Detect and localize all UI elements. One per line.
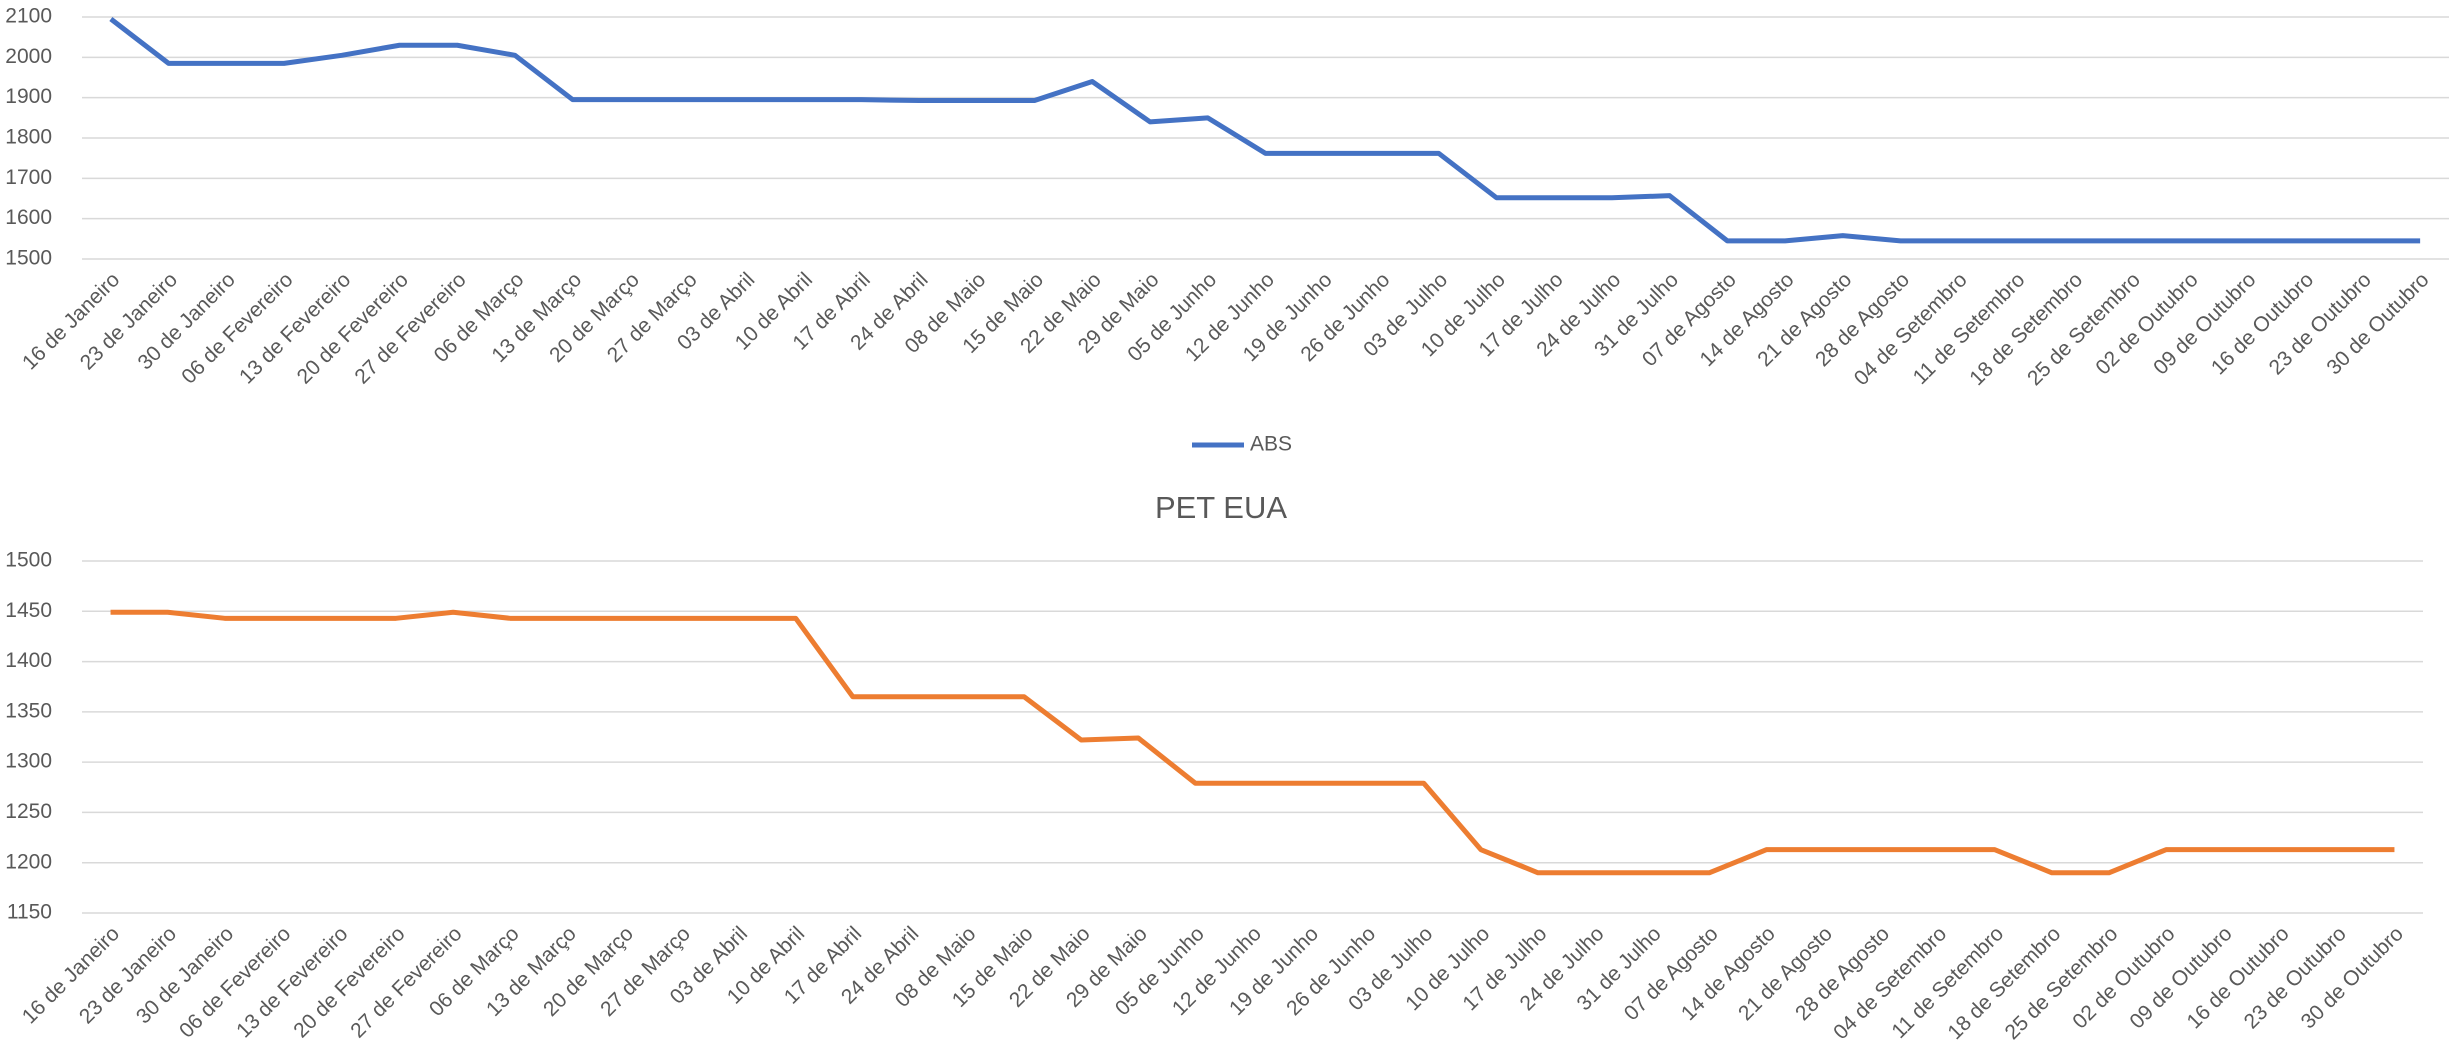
y-tick-label: 1900 [5,85,52,108]
y-tick-label: 2100 [5,5,52,28]
legend-label: ABS [1250,433,1292,456]
y-tick-label: 1400 [5,649,52,672]
y-tick-label: 1450 [5,599,52,622]
x-tick-label: 16 de Janeiro [18,922,124,1028]
y-tick-label: 2000 [5,45,52,68]
y-tick-label: 1500 [5,247,52,270]
x-tick-label: 16 de Outubro [2207,268,2318,379]
y-tick-label: 1150 [7,901,52,924]
chart-title: PET EUA [1155,490,1287,525]
x-tick-label: 16 de Outubro [2183,922,2294,1033]
y-tick-label: 1350 [5,699,52,722]
y-tick-label: 1250 [5,800,52,823]
x-tick-label: 09 de Outubro [2125,922,2236,1033]
x-tick-label: 02 de Outubro [2091,268,2202,379]
x-tick-label: 30 de Outubro [2322,268,2433,379]
x-tick-label: 30 de Outubro [2297,922,2408,1033]
y-tick-label: 1700 [5,166,52,189]
x-tick-label: 23 de Outubro [2265,268,2376,379]
data-line [109,17,2421,244]
y-tick-label: 1200 [5,850,52,873]
x-tick-label: 23 de Outubro [2240,922,2351,1033]
x-tick-label: 02 de Outubro [2068,922,2179,1033]
data-line [110,609,2395,876]
y-tick-label: 1800 [5,126,52,149]
y-tick-label: 1600 [5,206,52,229]
x-tick-label: 09 de Outubro [2149,268,2260,379]
x-tick-label: 16 de Janeiro [18,268,124,374]
y-tick-label: 1300 [5,750,52,773]
y-tick-label: 1500 [5,549,52,572]
